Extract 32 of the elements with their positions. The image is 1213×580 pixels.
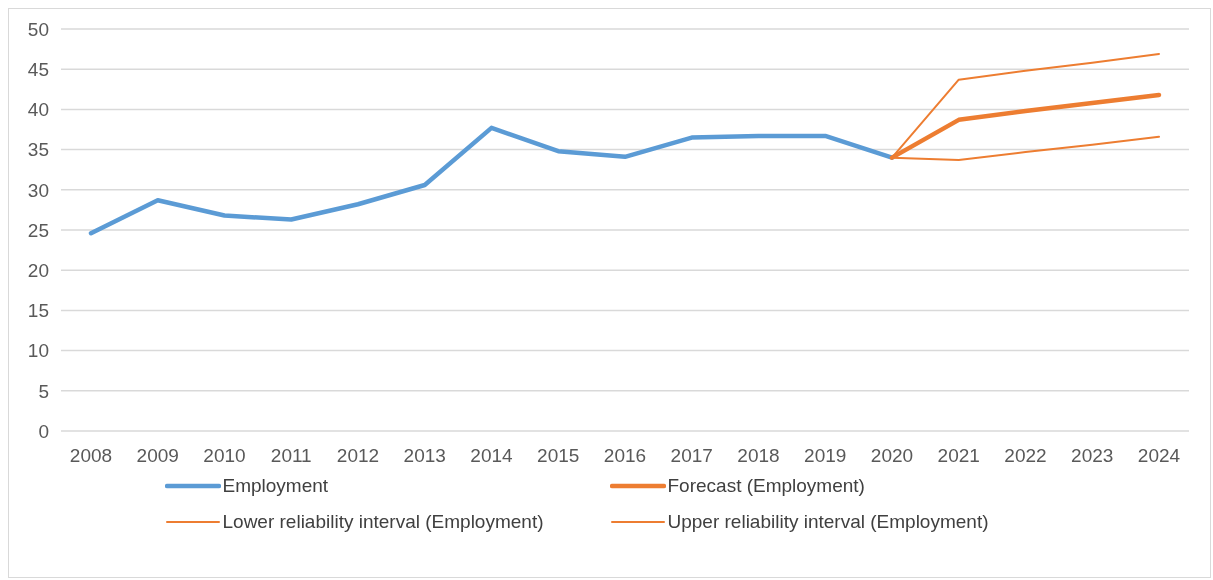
x-tick-label: 2021 xyxy=(937,445,980,467)
legend-label: Upper reliability interval (Employment) xyxy=(667,511,989,533)
y-tick-label: 40 xyxy=(27,99,49,121)
x-tick-label: 2015 xyxy=(537,445,580,467)
y-tick-label: 20 xyxy=(27,259,49,281)
y-tick-label: 10 xyxy=(27,340,49,362)
legend-label: Employment xyxy=(222,475,329,497)
y-tick-label: 45 xyxy=(27,58,49,80)
y-tick-label: 0 xyxy=(38,420,49,442)
y-tick-label: 50 xyxy=(27,18,49,40)
legend-label: Forecast (Employment) xyxy=(667,475,865,497)
x-tick-label: 2016 xyxy=(603,445,647,467)
x-tick-label: 2012 xyxy=(336,445,380,467)
x-tick-label: 2014 xyxy=(470,445,514,467)
x-tick-label: 2018 xyxy=(737,445,780,467)
x-tick-label: 2010 xyxy=(203,445,246,467)
x-tick-label: 2024 xyxy=(1137,445,1181,467)
x-tick-label: 2023 xyxy=(1071,445,1114,467)
legend-label: Lower reliability interval (Employment) xyxy=(222,511,544,533)
x-tick-label: 2020 xyxy=(870,445,914,467)
x-tick-label: 2017 xyxy=(670,445,713,467)
x-tick-label: 2019 xyxy=(804,445,847,467)
y-tick-label: 5 xyxy=(38,380,49,402)
x-tick-label: 2011 xyxy=(270,445,312,467)
x-tick-label: 2013 xyxy=(403,445,446,467)
y-tick-label: 25 xyxy=(27,219,49,241)
y-tick-label: 35 xyxy=(27,139,49,161)
y-tick-label: 15 xyxy=(27,300,49,322)
x-tick-label: 2009 xyxy=(136,445,179,467)
x-tick-label: 2008 xyxy=(69,445,113,467)
x-tick-label: 2022 xyxy=(1004,445,1047,467)
y-tick-label: 30 xyxy=(27,179,49,201)
